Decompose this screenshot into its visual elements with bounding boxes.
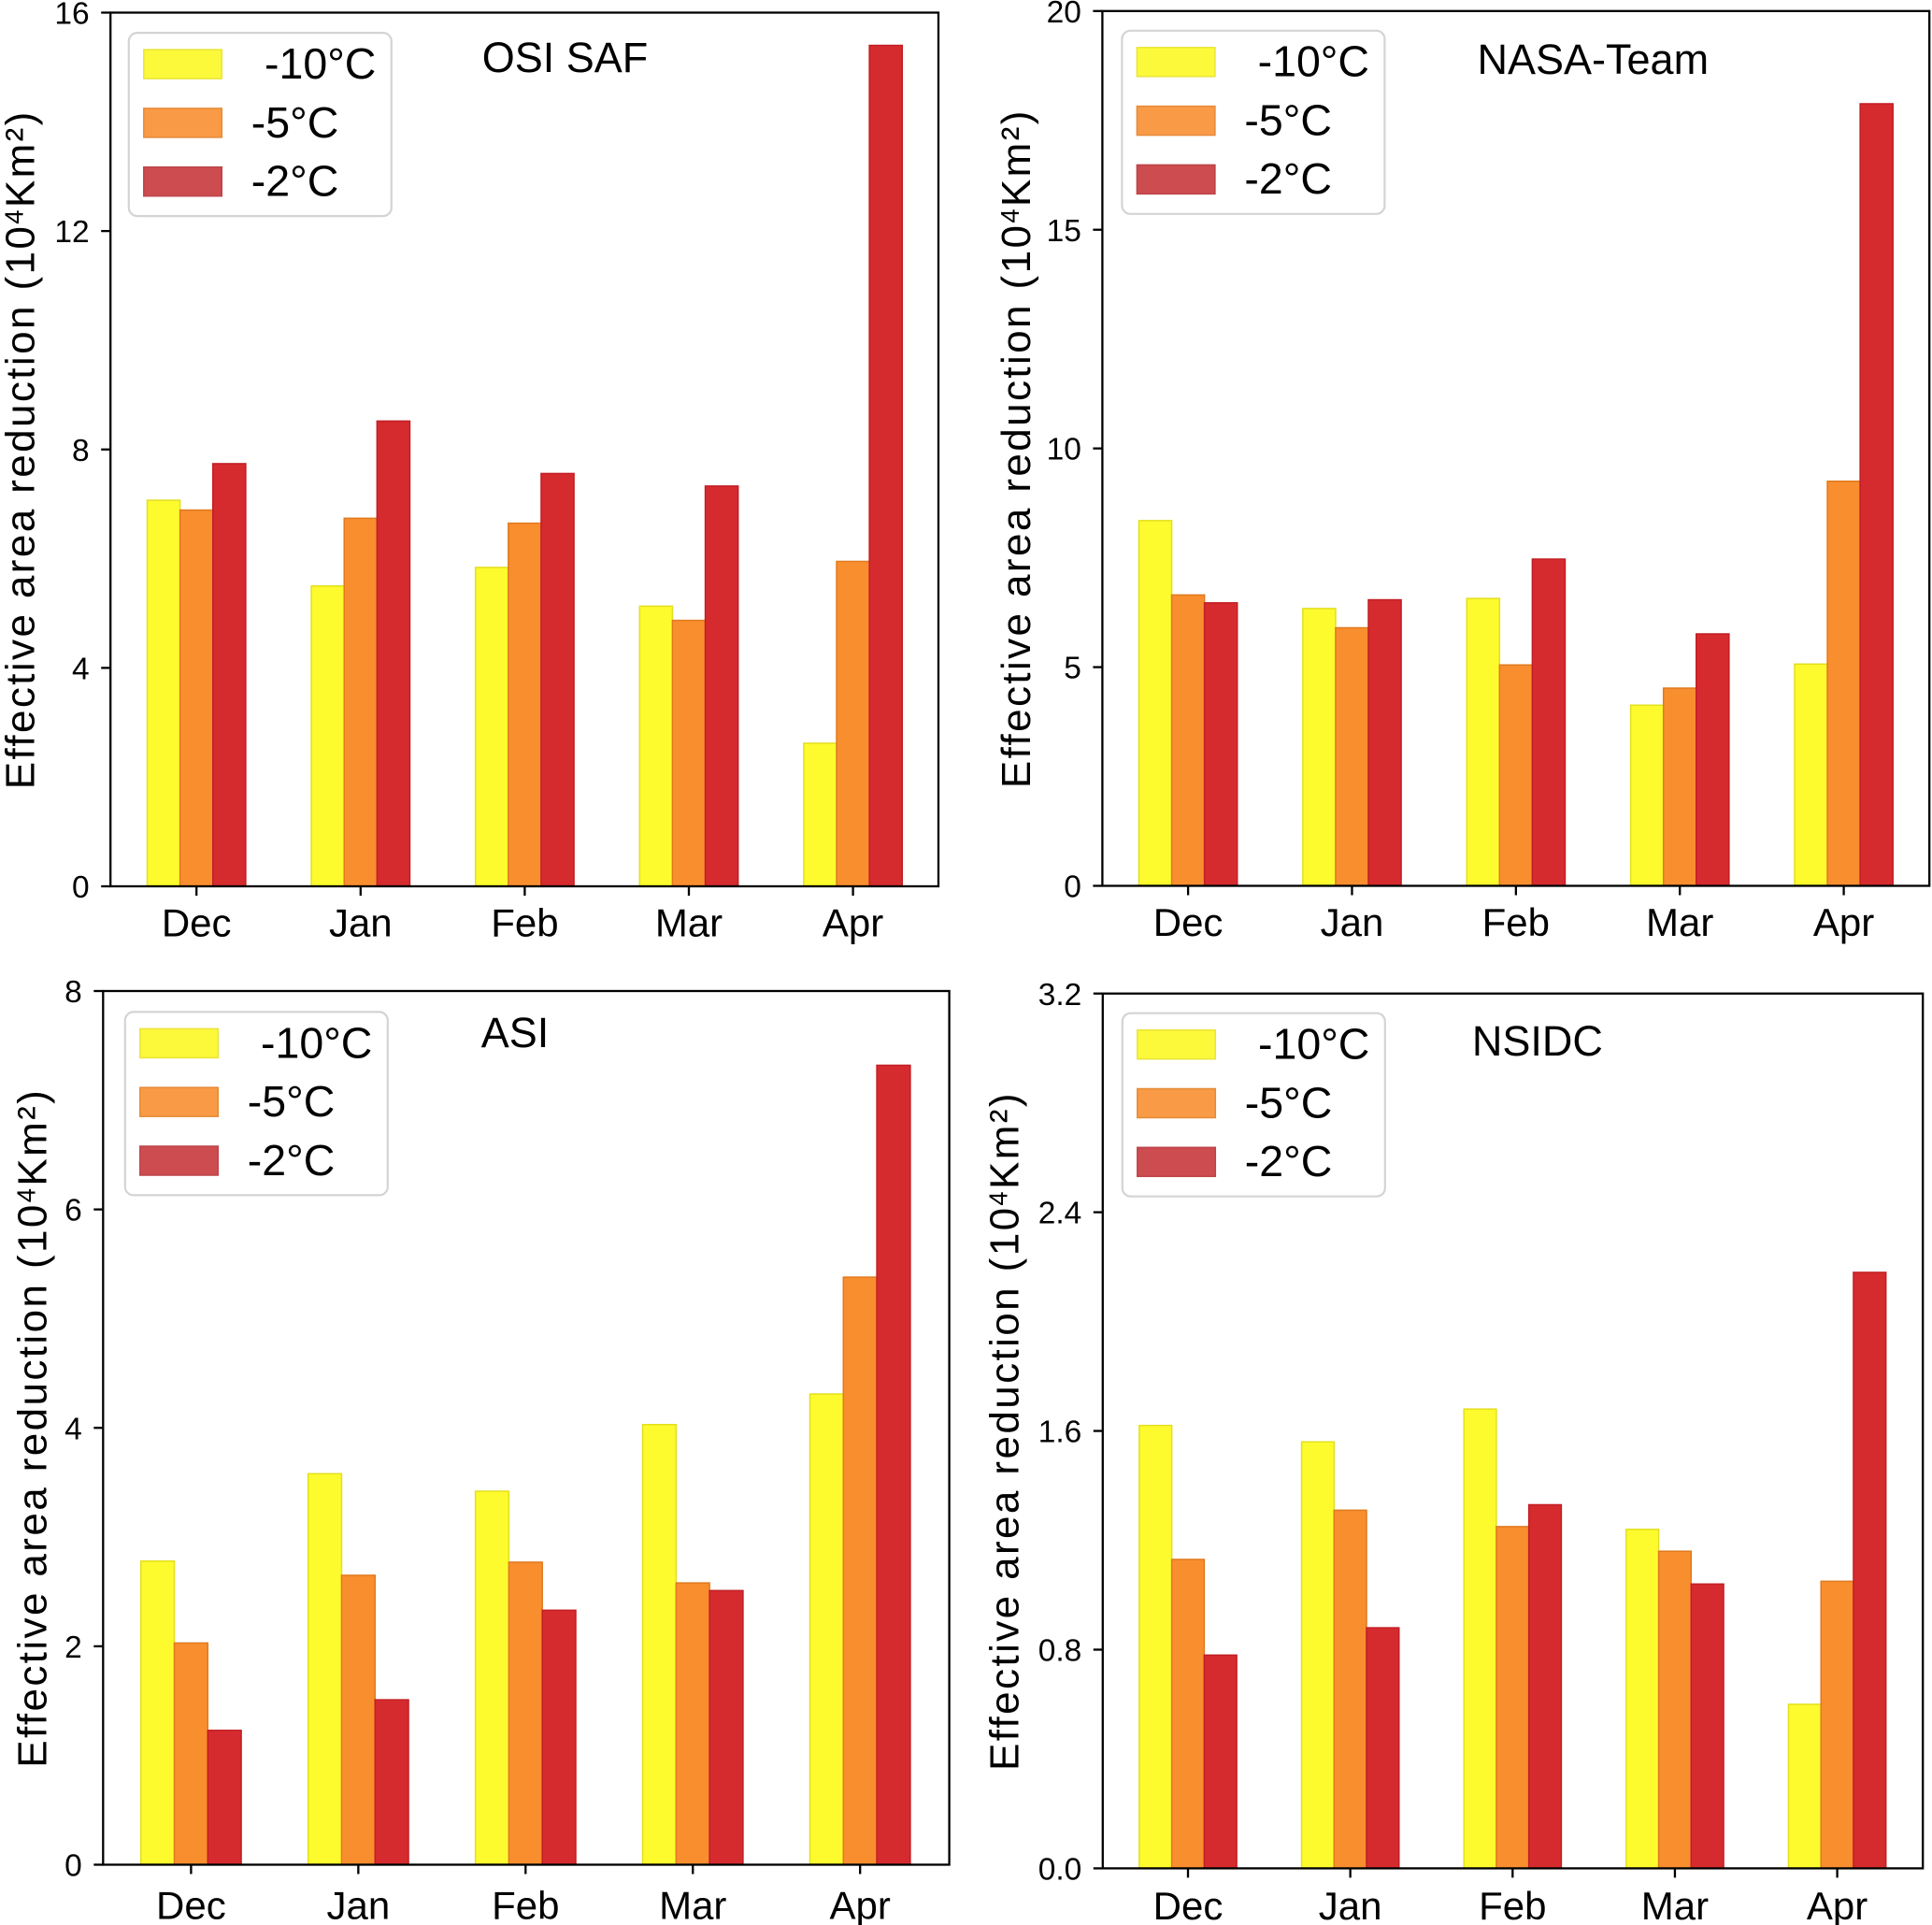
svg-text:Dec: Dec: [1153, 900, 1224, 944]
svg-text:Jan: Jan: [1321, 900, 1384, 944]
svg-text:0.8: 0.8: [1038, 1634, 1082, 1669]
svg-text:0: 0: [64, 1849, 82, 1884]
svg-text:8: 8: [72, 434, 90, 468]
svg-text:0: 0: [1064, 870, 1081, 905]
svg-text:Feb: Feb: [492, 1884, 559, 1925]
svg-text:Jan: Jan: [329, 901, 393, 945]
svg-text:-5°C: -5°C: [1244, 95, 1332, 144]
svg-text:-10°C: -10°C: [265, 39, 376, 88]
svg-text:5: 5: [1064, 652, 1081, 686]
svg-text:6: 6: [64, 1194, 82, 1228]
svg-text:NSIDC: NSIDC: [1472, 1017, 1603, 1065]
svg-text:2.4: 2.4: [1038, 1197, 1082, 1231]
svg-text:16: 16: [54, 0, 89, 32]
svg-text:Jan: Jan: [1319, 1884, 1382, 1925]
svg-text:-5°C: -5°C: [251, 98, 339, 147]
svg-text:10: 10: [1047, 433, 1081, 467]
svg-text:Feb: Feb: [1479, 1884, 1546, 1925]
svg-text:NASA-Team: NASA-Team: [1478, 36, 1710, 83]
svg-text:2: 2: [64, 1631, 82, 1665]
svg-text:Mar: Mar: [655, 901, 723, 945]
svg-text:4: 4: [64, 1412, 82, 1446]
svg-text:15: 15: [1047, 214, 1081, 249]
svg-text:Mar: Mar: [1641, 1884, 1709, 1925]
svg-text:Mar: Mar: [1646, 900, 1713, 944]
svg-text:-5°C: -5°C: [248, 1077, 336, 1126]
svg-text:OSI SAF: OSI SAF: [482, 34, 649, 81]
svg-text:0.0: 0.0: [1038, 1852, 1082, 1887]
svg-text:1.6: 1.6: [1038, 1415, 1082, 1450]
svg-text:ASI: ASI: [481, 1009, 550, 1056]
svg-text:Dec: Dec: [156, 1884, 226, 1925]
svg-text:-5°C: -5°C: [1245, 1078, 1333, 1127]
svg-text:20: 20: [1047, 0, 1081, 30]
svg-text:3.2: 3.2: [1038, 978, 1082, 1013]
svg-text:-2°C: -2°C: [251, 157, 339, 206]
svg-text:12: 12: [54, 215, 89, 250]
svg-text:8: 8: [64, 975, 82, 1010]
svg-text:Dec: Dec: [1153, 1884, 1224, 1925]
svg-text:-10°C: -10°C: [1258, 37, 1369, 86]
svg-text:Dec: Dec: [162, 901, 232, 945]
svg-text:-2°C: -2°C: [248, 1136, 336, 1185]
svg-text:4: 4: [72, 652, 90, 686]
svg-text:0: 0: [72, 870, 90, 905]
svg-text:Apr: Apr: [823, 901, 883, 945]
svg-text:Feb: Feb: [491, 901, 558, 945]
svg-text:Apr: Apr: [830, 1884, 891, 1925]
svg-text:-10°C: -10°C: [261, 1018, 372, 1067]
svg-text:Apr: Apr: [1807, 1884, 1868, 1925]
svg-text:Feb: Feb: [1482, 900, 1550, 944]
svg-text:Jan: Jan: [326, 1884, 390, 1925]
svg-text:-2°C: -2°C: [1245, 1137, 1333, 1185]
svg-text:-2°C: -2°C: [1244, 154, 1332, 203]
svg-text:Mar: Mar: [659, 1884, 726, 1925]
svg-text:-10°C: -10°C: [1258, 1020, 1369, 1069]
svg-text:Apr: Apr: [1813, 900, 1874, 944]
